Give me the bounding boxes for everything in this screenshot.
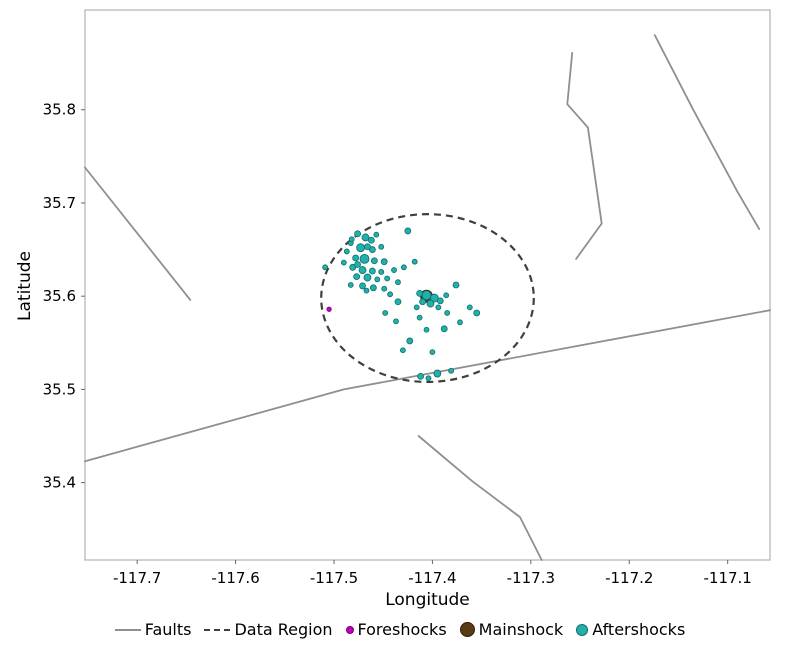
data-region-dashed-swatch [204,628,231,631]
legend-item-faults: Faults [114,620,192,639]
y-tick-label: 35.7 [43,194,76,212]
x-tick-label: -117.6 [211,569,259,587]
legend-item-aftershocks: Aftershocks [576,620,685,639]
aftershock-point [416,314,423,321]
legend-label: Aftershocks [592,620,686,639]
legend-item-mainshock: Mainshock [459,620,564,639]
legend: Faults Data Region Foreshocks Mainshock Afte… [0,620,800,639]
legend-label: Mainshock [478,620,564,639]
aftershock-point [400,264,407,271]
x-axis-label: Longitude [385,590,470,610]
x-tick-label: -117.7 [113,569,161,587]
aftershock-point [358,266,367,274]
aftershock-point [373,231,380,238]
aftershock-point [404,227,412,235]
aftershock-point [322,264,329,271]
aftershock-point [429,349,436,356]
aftershock-point [391,267,397,273]
aftershock-point [417,372,425,380]
x-tick-label: -117.2 [605,569,653,587]
fault-line [417,435,543,561]
aftershock-point [436,297,444,305]
y-tick-label: 35.6 [43,287,76,305]
legend-item-foreshocks: Foreshocks [345,620,447,639]
aftershock-point [348,236,355,243]
y-tick-label: 35.5 [43,380,76,398]
plot-panel [84,9,771,561]
aftershock-point [457,319,463,326]
aftershock-point [413,304,420,311]
fault-line [566,52,603,260]
legend-item-data-region: Data Region [204,620,333,639]
aftershock-point [364,243,371,251]
legend-label: Data Region [234,620,333,639]
aftershock-point [370,257,378,265]
x-tick-label: -117.4 [408,569,456,587]
fault-line [84,166,192,301]
aftershock-point [411,258,418,265]
aftershock-point [426,299,435,308]
aftershock-point [394,298,402,306]
y-axis-label: Latitude [15,251,35,321]
aftershock-point [359,253,370,264]
aftershock-point [387,291,394,298]
x-tick-label: -117.5 [310,569,358,587]
faults-line-swatch [114,628,141,631]
x-tick-label: -117.1 [703,569,751,587]
aftershock-point [435,304,442,311]
aftershock-point [354,261,362,268]
aftershock-point [368,236,375,244]
aftershock-point [382,310,389,316]
aftershock-point [444,310,451,316]
aftershock-point [393,318,399,325]
y-tick-label: 35.4 [43,474,76,492]
aftershock-point [448,367,455,374]
aftershock-point [384,275,391,282]
foreshocks-dot-swatch [345,625,354,634]
data-region-ellipse [320,213,535,384]
aftershock-point [378,269,385,275]
aftershock-point [347,282,354,288]
aftershock-point [425,375,432,382]
aftershock-point [353,273,361,281]
mainshock-dot-swatch [459,622,475,637]
aftershock-point [433,369,442,378]
aftershock-point [343,248,350,255]
aftershock-point [419,298,426,306]
aftershock-point [368,267,376,275]
aftershock-point [361,233,370,242]
aftershocks-dot-swatch [576,623,589,636]
aftershock-point [423,326,430,333]
aftershock-point [406,337,414,345]
legend-label: Faults [144,620,192,639]
aftershock-point [452,281,460,289]
aftershock-point [354,230,362,238]
x-tick-label: -117.3 [507,569,555,587]
fault-line [653,34,761,231]
aftershock-point [473,309,481,317]
aftershock-point [399,347,406,354]
fault-line [84,309,771,463]
aftershock-point [359,282,366,290]
aftershock-point [380,258,388,266]
aftershock-point [443,292,450,299]
aftershock-point [466,304,473,311]
aftershock-point [363,273,372,282]
aftershock-point [340,259,347,266]
aftershock-point [440,325,448,333]
aftershock-point [352,254,360,262]
aftershock-point [381,285,388,292]
y-tick-label: 35.8 [43,101,76,119]
aftershock-point [395,279,401,286]
aftershock-point [356,243,365,253]
aftershock-point [363,287,370,294]
aftershock-point [369,284,377,292]
aftershock-point [374,276,381,283]
aftershock-point [378,243,385,250]
aftershock-point [421,290,432,301]
legend-label: Foreshocks [357,620,447,639]
foreshock-point [326,306,332,312]
